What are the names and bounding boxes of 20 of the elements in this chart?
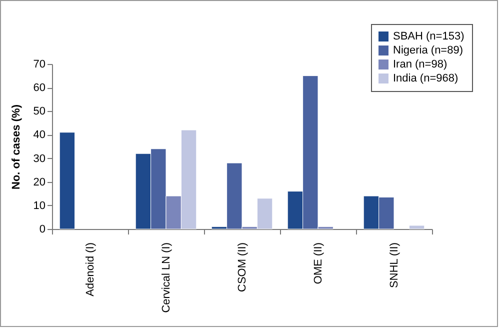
y-tick-label: 50	[33, 106, 46, 118]
x-tick-label: Adenoid (I)	[84, 242, 96, 296]
x-tick-label: CSOM (II)	[236, 242, 248, 292]
y-tick-label: 30	[33, 152, 46, 165]
bar	[59, 132, 76, 230]
x-tick-label: SNHL (II)	[388, 242, 400, 288]
y-tick-label: 60	[33, 82, 46, 94]
y-tick-label: 40	[33, 129, 46, 142]
x-tick-label: OME (II)	[312, 242, 324, 284]
legend-label: Nigeria (n=89)	[393, 44, 464, 56]
legend-label: SBAH (n=153)	[393, 30, 464, 42]
legend-label: Iran (n=98)	[393, 58, 448, 70]
y-tick-label: 10	[33, 200, 46, 212]
y-axis-title: No. of cases (%)	[10, 104, 22, 190]
y-tick-label: 20	[33, 176, 46, 188]
y-tick-label: 0	[39, 224, 46, 236]
x-tick-label: Cervical LN (I)	[160, 242, 172, 313]
y-tick-label: 70	[33, 58, 46, 70]
bar	[408, 225, 425, 230]
legend-label: India (n=968)	[393, 72, 458, 84]
